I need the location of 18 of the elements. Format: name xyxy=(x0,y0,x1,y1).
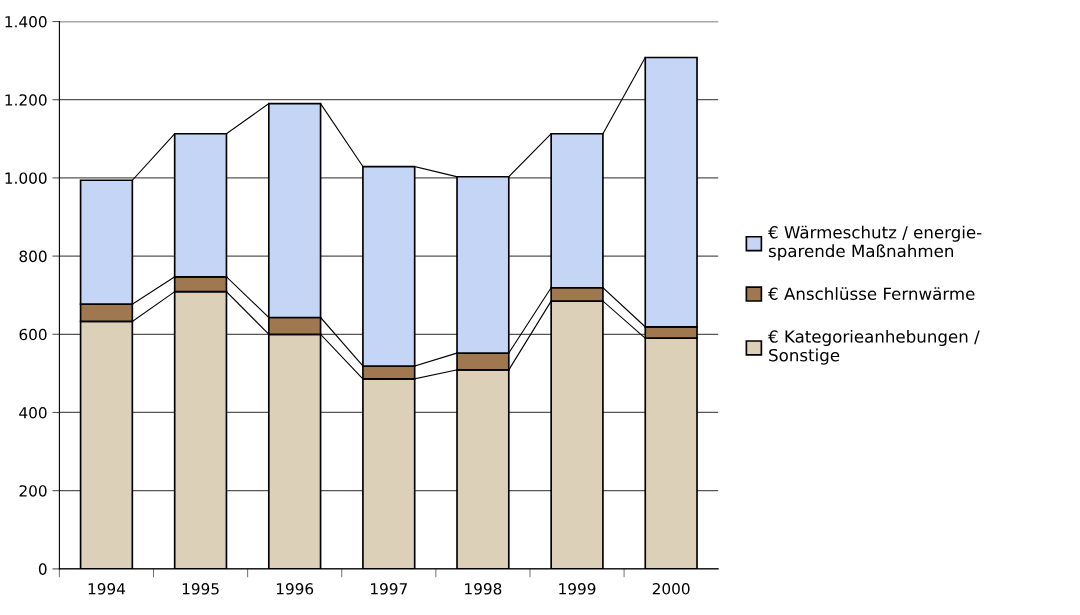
x-tick-label: 1997 xyxy=(371,583,407,595)
x-tick-label: 1994 xyxy=(88,583,126,595)
x-tick-label: 1999 xyxy=(559,583,596,595)
y-tick-label: 1.200 xyxy=(5,94,47,106)
x-tick-label: 1995 xyxy=(182,583,219,595)
y-tick-label: 400 xyxy=(19,406,47,419)
y-tick-label: 800 xyxy=(19,250,47,263)
legend-label: € Anschlüsse Fernwärme xyxy=(768,287,975,301)
y-tick-label: 1.000 xyxy=(5,172,47,184)
legend-label: € Wärmeschutz / energie- sparende Maßnahmen xyxy=(768,225,982,261)
y-tick-label: 200 xyxy=(19,485,47,497)
x-tick-label: 2000 xyxy=(652,583,690,595)
x-tick-label: 1998 xyxy=(465,583,502,595)
legend-label: € Kategorieanhebungen / Sonstige xyxy=(768,329,980,365)
y-tick-label: 1.400 xyxy=(5,15,47,28)
y-tick-label: 600 xyxy=(19,328,47,341)
y-tick-label: 0 xyxy=(38,563,47,575)
x-tick-label: 1996 xyxy=(276,583,314,595)
